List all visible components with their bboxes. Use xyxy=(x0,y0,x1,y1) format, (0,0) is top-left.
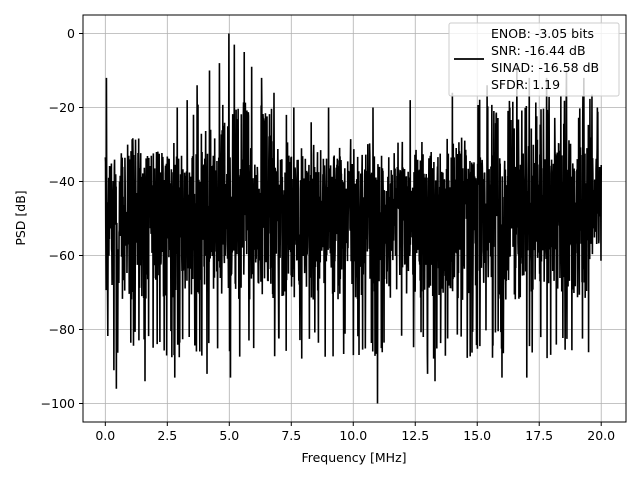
y-axis: 0 −20 −40 −60 −80 −100 xyxy=(41,26,83,411)
y-tick-label: −100 xyxy=(41,396,75,411)
psd-series-line xyxy=(104,33,603,404)
y-axis-label: PSD [dB] xyxy=(13,190,28,245)
x-tick-label: 17.5 xyxy=(525,428,553,443)
y-tick-label: −60 xyxy=(49,248,75,263)
x-axis: 0.0 2.5 5.0 7.5 10.0 12.5 15.0 17.5 20.0 xyxy=(95,422,615,443)
legend-sfdr: SFDR: 1.19 xyxy=(491,77,560,92)
legend-snr: SNR: -16.44 dB xyxy=(491,43,586,58)
legend-sinad: SINAD: -16.58 dB xyxy=(491,60,599,75)
legend: ENOB: -3.05 bits SNR: -16.44 dB SINAD: -… xyxy=(448,22,620,97)
y-tick-label: −80 xyxy=(49,322,75,337)
legend-box xyxy=(448,22,620,97)
x-tick-label: 10.0 xyxy=(339,428,367,443)
x-tick-label: 5.0 xyxy=(219,428,239,443)
x-axis-label: Frequency [MHz] xyxy=(301,450,406,465)
axes-frame xyxy=(82,14,627,423)
x-tick-label: 0.0 xyxy=(95,428,115,443)
x-tick-label: 20.0 xyxy=(587,428,615,443)
x-tick-label: 2.5 xyxy=(157,428,177,443)
x-tick-label: 7.5 xyxy=(281,428,301,443)
legend-enob: ENOB: -3.05 bits xyxy=(491,26,594,41)
series-layer xyxy=(104,33,603,404)
y-tick-label: −40 xyxy=(49,174,75,189)
x-tick-label: 15.0 xyxy=(463,428,491,443)
y-tick-label: −20 xyxy=(49,100,75,115)
y-tick-label: 0 xyxy=(67,26,75,41)
x-tick-label: 12.5 xyxy=(401,428,429,443)
